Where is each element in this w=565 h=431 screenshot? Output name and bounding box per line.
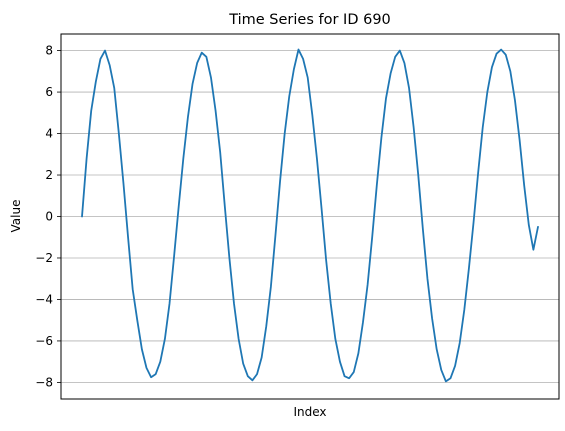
chart-title: Time Series for ID 690	[228, 12, 391, 28]
y-tick-label: −2	[35, 251, 53, 265]
y-tick-label: 2	[45, 168, 53, 182]
y-tick-label: 0	[45, 210, 53, 224]
y-tick-label: 4	[45, 127, 53, 141]
x-axis-label: Index	[293, 405, 326, 419]
y-tick-label: −8	[35, 375, 53, 389]
y-axis-label: Value	[9, 200, 23, 233]
y-tick-label: 6	[45, 85, 53, 99]
y-tick-label: −6	[35, 334, 53, 348]
plot-frame	[60, 33, 560, 400]
y-tick-label: 8	[45, 44, 53, 58]
y-tick-label: −4	[35, 292, 53, 306]
gridlines	[61, 50, 559, 383]
series-line	[81, 48, 539, 383]
y-axis-ticks: −8 −6 −4 −2 0 2 4 6 8	[35, 44, 61, 389]
